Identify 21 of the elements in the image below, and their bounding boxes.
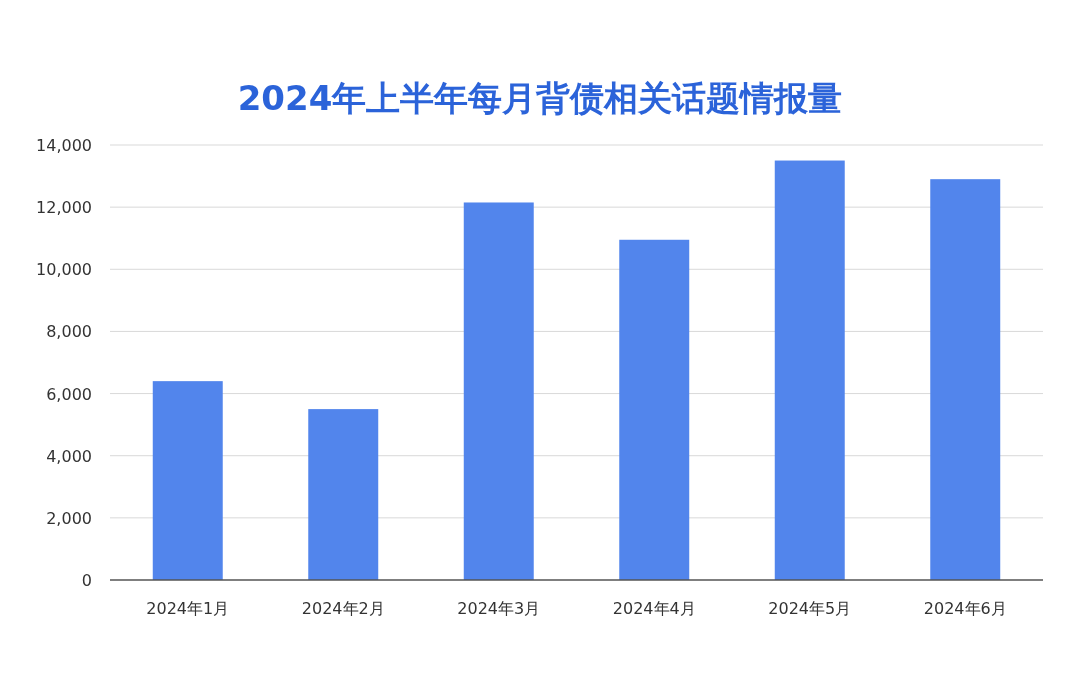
bar [463, 202, 534, 580]
y-tick-label: 10,000 [36, 260, 92, 280]
bar [619, 239, 690, 580]
y-tick-label: 2,000 [46, 508, 92, 528]
y-tick-label: 6,000 [46, 384, 92, 404]
y-tick-label: 8,000 [46, 322, 92, 342]
x-tick-label: 2024年3月 [457, 599, 541, 618]
x-tick-label: 2024年2月 [301, 599, 385, 618]
y-tick-label: 4,000 [46, 446, 92, 466]
chart-title: 2024年上半年每月背债相关话题情报量 [237, 78, 843, 118]
y-tick-label: 14,000 [36, 136, 92, 155]
x-tick-label: 2024年5月 [768, 599, 852, 618]
x-tick-label: 2024年6月 [923, 599, 1007, 618]
bar [152, 381, 223, 580]
y-tick-label: 12,000 [36, 198, 92, 218]
bar [308, 409, 379, 580]
y-tick-label: 0 [81, 571, 92, 590]
bar [774, 160, 845, 580]
x-tick-label: 2024年4月 [612, 599, 696, 618]
bar [930, 179, 1001, 580]
x-tick-label: 2024年1月 [146, 599, 230, 618]
